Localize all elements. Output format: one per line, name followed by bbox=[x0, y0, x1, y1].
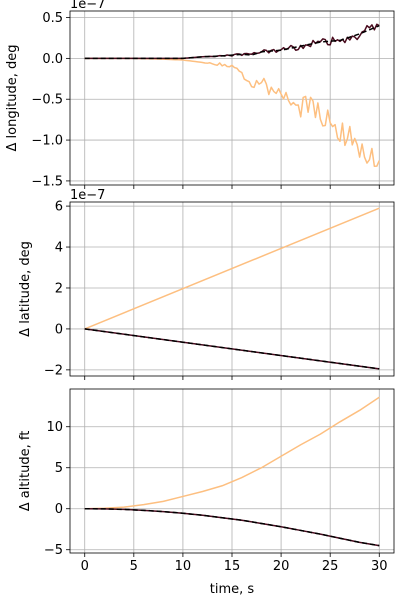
x-tick-label: 5 bbox=[130, 559, 138, 574]
y-tick-label: 6 bbox=[55, 200, 63, 215]
x-tick-label: 0 bbox=[81, 559, 89, 574]
panel-2: −2 0 2 4 6 1e−7 Δ latitude, deg bbox=[18, 188, 395, 380]
y-axis-label: Δ latitude, deg bbox=[18, 241, 33, 337]
x-tick-label: 25 bbox=[322, 559, 339, 574]
series-line-3 bbox=[84, 328, 380, 370]
y-axis-label: Δ altitude, ft bbox=[18, 431, 33, 512]
y-tick-label: 0.5 bbox=[42, 11, 63, 26]
series-line-1 bbox=[84, 396, 380, 510]
y-tick-label: −5 bbox=[44, 543, 63, 558]
y-tick-label: 10 bbox=[46, 420, 63, 435]
y-tick-label: 0 bbox=[55, 322, 63, 337]
offset-text: 1e−7 bbox=[70, 0, 105, 12]
series-line-3 bbox=[84, 507, 380, 547]
series-line-1 bbox=[84, 207, 380, 330]
y-tick-label: −0.5 bbox=[31, 93, 63, 108]
y-axis-label: Δ longitude, deg bbox=[5, 44, 20, 151]
y-tick-label: −1.0 bbox=[31, 134, 63, 149]
panel-1: −1.5 −1.0 −0.5 0.0 0.5 1e−7 Δ longitude, deg bbox=[5, 0, 395, 189]
y-tick-label: 4 bbox=[55, 241, 63, 256]
offset-text: 1e−7 bbox=[70, 188, 105, 203]
y-tick-label: 0 bbox=[55, 502, 63, 517]
y-tick-label: 0.0 bbox=[42, 52, 63, 67]
panel-3: 0 5 10 15 20 25 30 −5 0 5 10 Δ altitude, ft bbox=[18, 388, 395, 574]
y-tick-label: 5 bbox=[55, 461, 63, 476]
y-tick-label: 2 bbox=[55, 281, 63, 296]
x-axis-label: time, s bbox=[210, 582, 255, 597]
x-tick-label: 15 bbox=[224, 559, 241, 574]
y-tick-label: −2 bbox=[44, 363, 63, 378]
x-tick-label: 10 bbox=[175, 559, 192, 574]
x-tick-label: 20 bbox=[273, 559, 290, 574]
y-tick-label: −1.5 bbox=[31, 174, 63, 189]
x-tick-label: 30 bbox=[371, 559, 388, 574]
series-line-3 bbox=[84, 25, 380, 60]
